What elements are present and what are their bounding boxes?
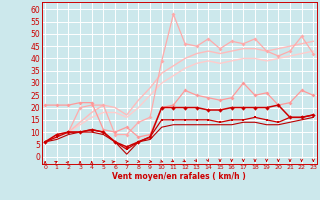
X-axis label: Vent moyen/en rafales ( km/h ): Vent moyen/en rafales ( km/h ): [112, 172, 246, 181]
